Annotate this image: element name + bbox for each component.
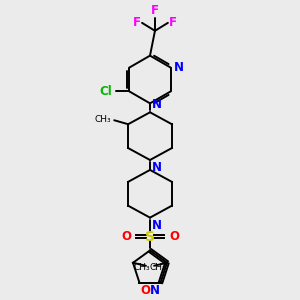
Text: O: O bbox=[121, 230, 131, 243]
Text: N: N bbox=[149, 284, 160, 297]
Text: N: N bbox=[152, 219, 162, 232]
Text: CH₃: CH₃ bbox=[134, 263, 150, 272]
Text: F: F bbox=[169, 16, 177, 29]
Text: F: F bbox=[133, 16, 141, 29]
Text: S: S bbox=[145, 230, 155, 244]
Text: O: O bbox=[169, 230, 179, 243]
Text: F: F bbox=[151, 4, 159, 17]
Text: N: N bbox=[152, 161, 162, 174]
Text: CH₃: CH₃ bbox=[94, 115, 111, 124]
Text: Cl: Cl bbox=[100, 85, 112, 98]
Text: N: N bbox=[152, 98, 162, 111]
Text: O: O bbox=[140, 284, 151, 297]
Text: CH₃: CH₃ bbox=[150, 263, 166, 272]
Text: N: N bbox=[174, 61, 184, 74]
